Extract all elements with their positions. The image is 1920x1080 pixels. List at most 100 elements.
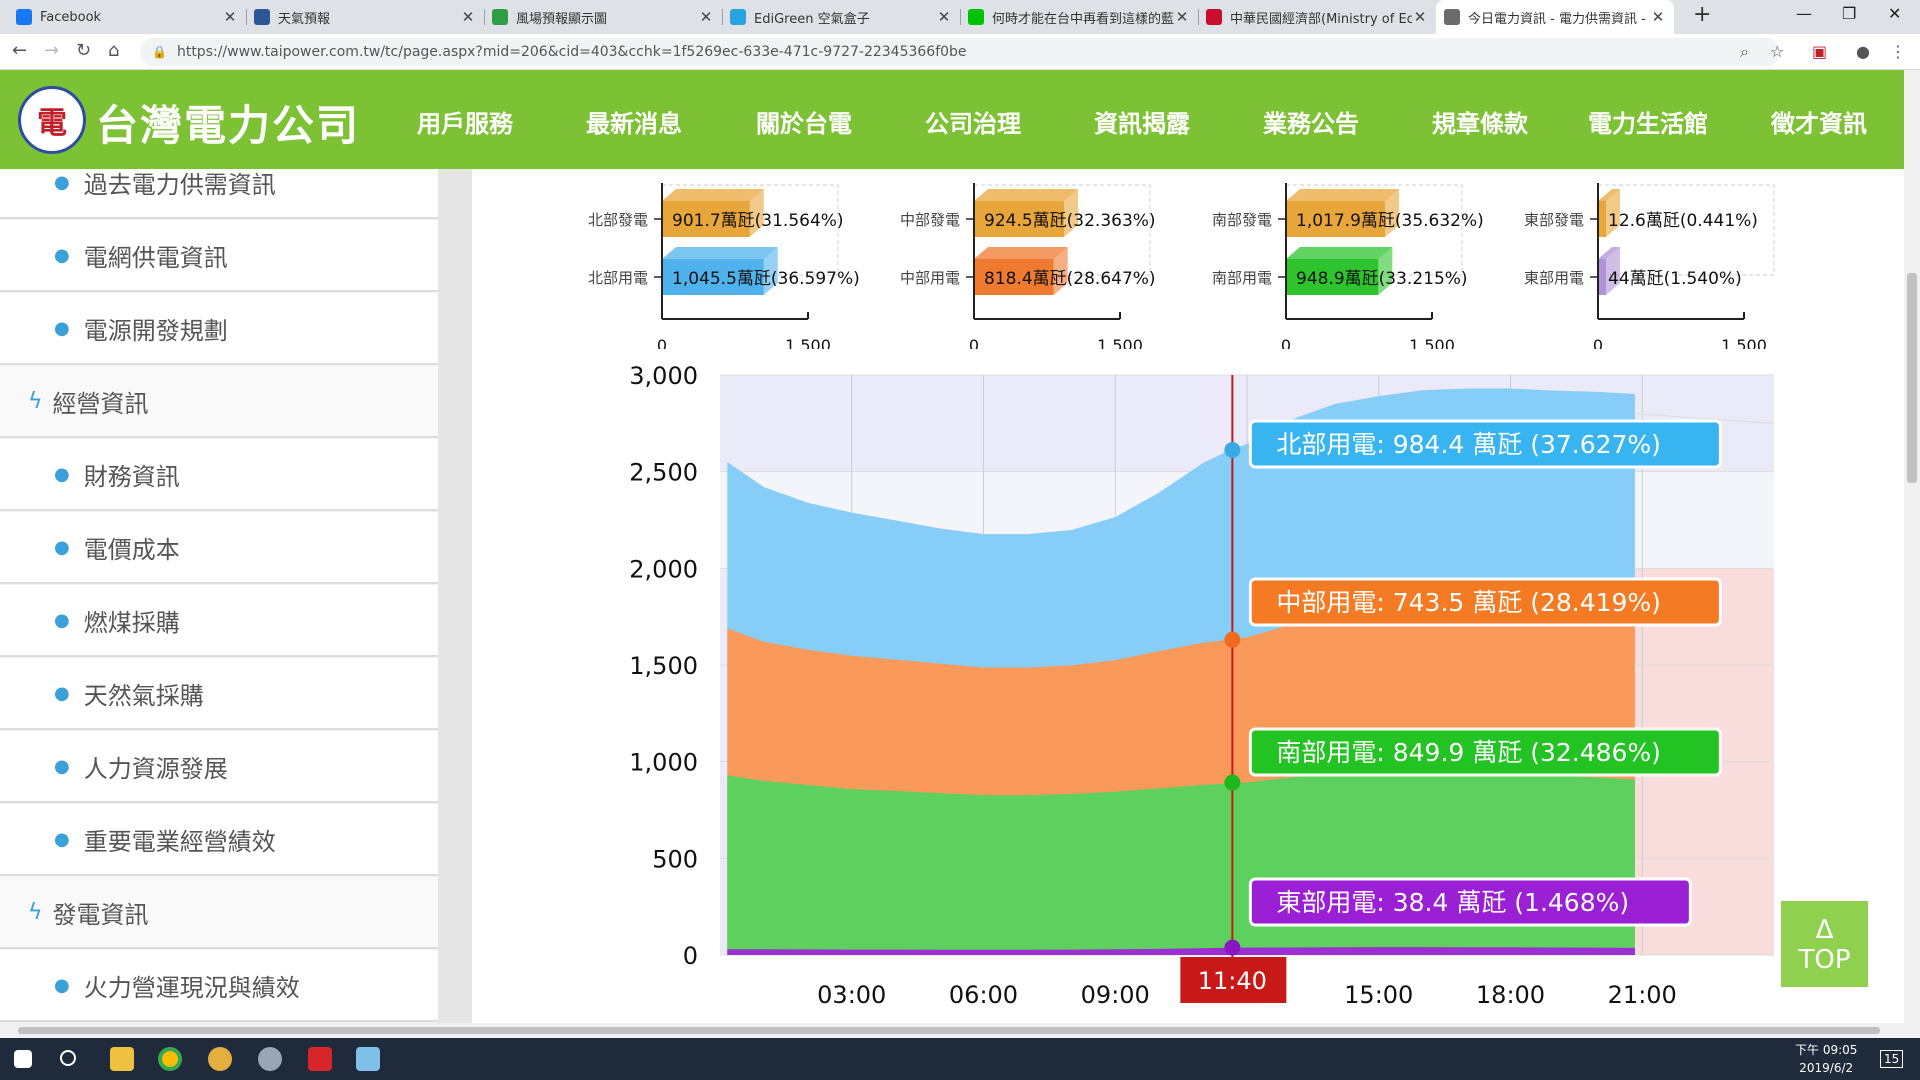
- x-tick-label: 15:00: [1344, 981, 1413, 1009]
- bar-side: [1063, 189, 1078, 237]
- sidebar-item[interactable]: ● 電價成本: [0, 512, 438, 584]
- url-field[interactable]: 🔒 https://www.taipower.com.tw/tc/page.as…: [140, 38, 1780, 66]
- file-explorer-icon[interactable]: [110, 1047, 134, 1071]
- vertical-scrollbar[interactable]: [1904, 70, 1920, 1023]
- tab-separator: [960, 9, 961, 25]
- app-icon[interactable]: [258, 1047, 282, 1071]
- nav-item[interactable]: 資訊揭露: [1094, 110, 1190, 138]
- y-tick-label: 1,000: [629, 749, 698, 777]
- sidebar-item[interactable]: ϟ 經營資訊: [0, 366, 438, 438]
- search-icon[interactable]: [60, 1050, 76, 1066]
- profile-icon[interactable]: ●: [1856, 42, 1870, 61]
- bar-side: [763, 247, 778, 295]
- maximize-button[interactable]: ❐: [1842, 4, 1857, 23]
- close-tab-icon[interactable]: ✕: [699, 8, 713, 26]
- brand-title[interactable]: 台灣電力公司: [96, 101, 361, 150]
- horizontal-scrollbar[interactable]: [0, 1023, 1920, 1038]
- sidebar-item[interactable]: ● 電網供電資訊: [0, 220, 438, 292]
- sidebar-item[interactable]: ● 火力營運現況與績效: [0, 950, 438, 1022]
- browser-tab[interactable]: 天氣預報 ✕: [246, 0, 484, 34]
- region-bar-group: 南部發電 1,017.9萬瓩(35.632%) 南部用電 948.9萬瓩(33.215…: [1212, 183, 1484, 349]
- sidebar-item-label: 電網供電資訊: [83, 243, 228, 272]
- close-tab-icon[interactable]: ✕: [1175, 8, 1189, 26]
- taipower-logo-icon[interactable]: 電: [18, 86, 86, 154]
- sidebar-item-label: 財務資訊: [83, 462, 180, 491]
- forward-icon[interactable]: →: [44, 40, 60, 61]
- zoom-icon[interactable]: ⌕: [1740, 42, 1749, 61]
- clock-date: 2019/6/2: [1799, 1061, 1854, 1075]
- browser-tab[interactable]: EdiGreen 空氣盒子 ✕: [722, 0, 960, 34]
- series-marker-dot: [1224, 774, 1241, 791]
- x-tick-label: 06:00: [949, 981, 1018, 1009]
- sidebar-item[interactable]: ● 燃煤採購: [0, 585, 438, 657]
- close-tab-icon[interactable]: ✕: [1651, 8, 1665, 26]
- extension-icon[interactable]: ▣: [1812, 42, 1828, 61]
- close-tab-icon[interactable]: ✕: [223, 8, 237, 26]
- bar-value-label: 948.9萬瓩(33.215%): [1296, 269, 1468, 289]
- series-marker-dot: [1224, 631, 1241, 648]
- new-tab-button[interactable]: +: [1693, 2, 1712, 27]
- bullet-icon: ●: [54, 609, 70, 631]
- app-icon[interactable]: [208, 1047, 232, 1071]
- sidebar-item[interactable]: ● 重要電業經營績效: [0, 804, 438, 876]
- menu-icon[interactable]: ⋮: [1890, 42, 1906, 61]
- bar-top: [662, 247, 778, 259]
- reload-icon[interactable]: ↻: [76, 40, 92, 61]
- eye-icon: [254, 9, 270, 25]
- site-header: 電 台灣電力公司 用戶服務 最新消息 關於台電 公司治理 資訊揭露 業務公告 規章條款 電力生…: [0, 70, 1904, 169]
- sidebar-item-label: 天然氣採購: [83, 681, 204, 710]
- chrome-icon[interactable]: [158, 1047, 182, 1071]
- nav-item[interactable]: 用戶服務: [417, 110, 513, 138]
- browser-tab[interactable]: Facebook ✕: [8, 0, 246, 34]
- close-tab-icon[interactable]: ✕: [1413, 8, 1427, 26]
- windows-start-icon[interactable]: [14, 1050, 32, 1068]
- nav-item[interactable]: 最新消息: [586, 110, 682, 138]
- star-icon[interactable]: ☆: [1770, 42, 1785, 61]
- nav-item[interactable]: 電力生活館: [1588, 110, 1708, 138]
- series-tooltip: 中部用電: 743.5 萬瓩 (28.419%): [1224, 577, 1722, 648]
- sidebar-item[interactable]: ● 過去電力供需資訊: [0, 169, 438, 219]
- app-icon[interactable]: [308, 1047, 332, 1071]
- sidebar-item[interactable]: ● 人力資源發展: [0, 731, 438, 803]
- url-text: https://www.taipower.com.tw/tc/page.aspx…: [176, 44, 967, 60]
- nav-item[interactable]: 業務公告: [1263, 110, 1359, 138]
- app-icon[interactable]: [356, 1047, 380, 1071]
- system-clock[interactable]: 下午 09:05 2019/6/2: [1795, 1041, 1857, 1077]
- sidebar-item-label: 燃煤採購: [83, 608, 180, 637]
- browser-tab[interactable]: 今日電力資訊 - 電力供需資訊 - 資 ✕: [1436, 0, 1674, 34]
- y-tick-label: 3,000: [629, 362, 698, 390]
- region-label: 南部用電: [1212, 269, 1272, 287]
- region-label: 中部發電: [900, 211, 960, 229]
- nav-item[interactable]: 徵才資訊: [1771, 110, 1867, 138]
- series-tooltip: 北部用電: 984.4 萬瓩 (37.627%): [1224, 419, 1722, 469]
- close-tab-icon[interactable]: ✕: [937, 8, 951, 26]
- back-to-top-button[interactable]: Δ TOP: [1781, 901, 1868, 987]
- notification-icon[interactable]: 15: [1880, 1050, 1904, 1068]
- series-marker-dot: [1224, 442, 1241, 459]
- sidebar-item[interactable]: ϟ 發電資訊: [0, 877, 438, 949]
- y-tick-label: 1,500: [629, 652, 698, 680]
- browser-tab[interactable]: 中華民國經濟部(Ministry of Econ ✕: [1198, 0, 1436, 34]
- minimize-button[interactable]: —: [1796, 4, 1812, 23]
- sidebar-item[interactable]: ● 電源開發規劃: [0, 293, 438, 365]
- series-tooltip: 東部用電: 38.4 萬瓩 (1.468%): [1224, 877, 1692, 956]
- sidebar-item[interactable]: ● 天然氣採購: [0, 658, 438, 730]
- nav-item[interactable]: 公司治理: [925, 110, 1021, 138]
- nav-item[interactable]: 關於台電: [756, 110, 852, 138]
- back-icon[interactable]: ←: [12, 40, 28, 61]
- nav-item[interactable]: 規章條款: [1432, 110, 1528, 138]
- close-tab-icon[interactable]: ✕: [461, 8, 475, 26]
- home-icon[interactable]: ⌂: [108, 40, 120, 61]
- bar-top: [1598, 247, 1620, 259]
- bar-top: [1286, 189, 1400, 201]
- browser-tab[interactable]: 何時才能在台中再看到這樣的藍 ✕: [960, 0, 1198, 34]
- current-time-badge: [1180, 957, 1287, 1003]
- browser-tab[interactable]: 風場預報顯示圖 ✕: [484, 0, 722, 34]
- x-tick-label: 1,500: [785, 336, 831, 349]
- close-window-button[interactable]: ✕: [1888, 4, 1902, 23]
- x-tick-label: 0: [1281, 336, 1291, 349]
- bar: [974, 201, 1064, 237]
- sidebar-rail: [438, 169, 472, 1023]
- tooltip-box: [1248, 727, 1722, 777]
- sidebar-item[interactable]: ● 財務資訊: [0, 439, 438, 511]
